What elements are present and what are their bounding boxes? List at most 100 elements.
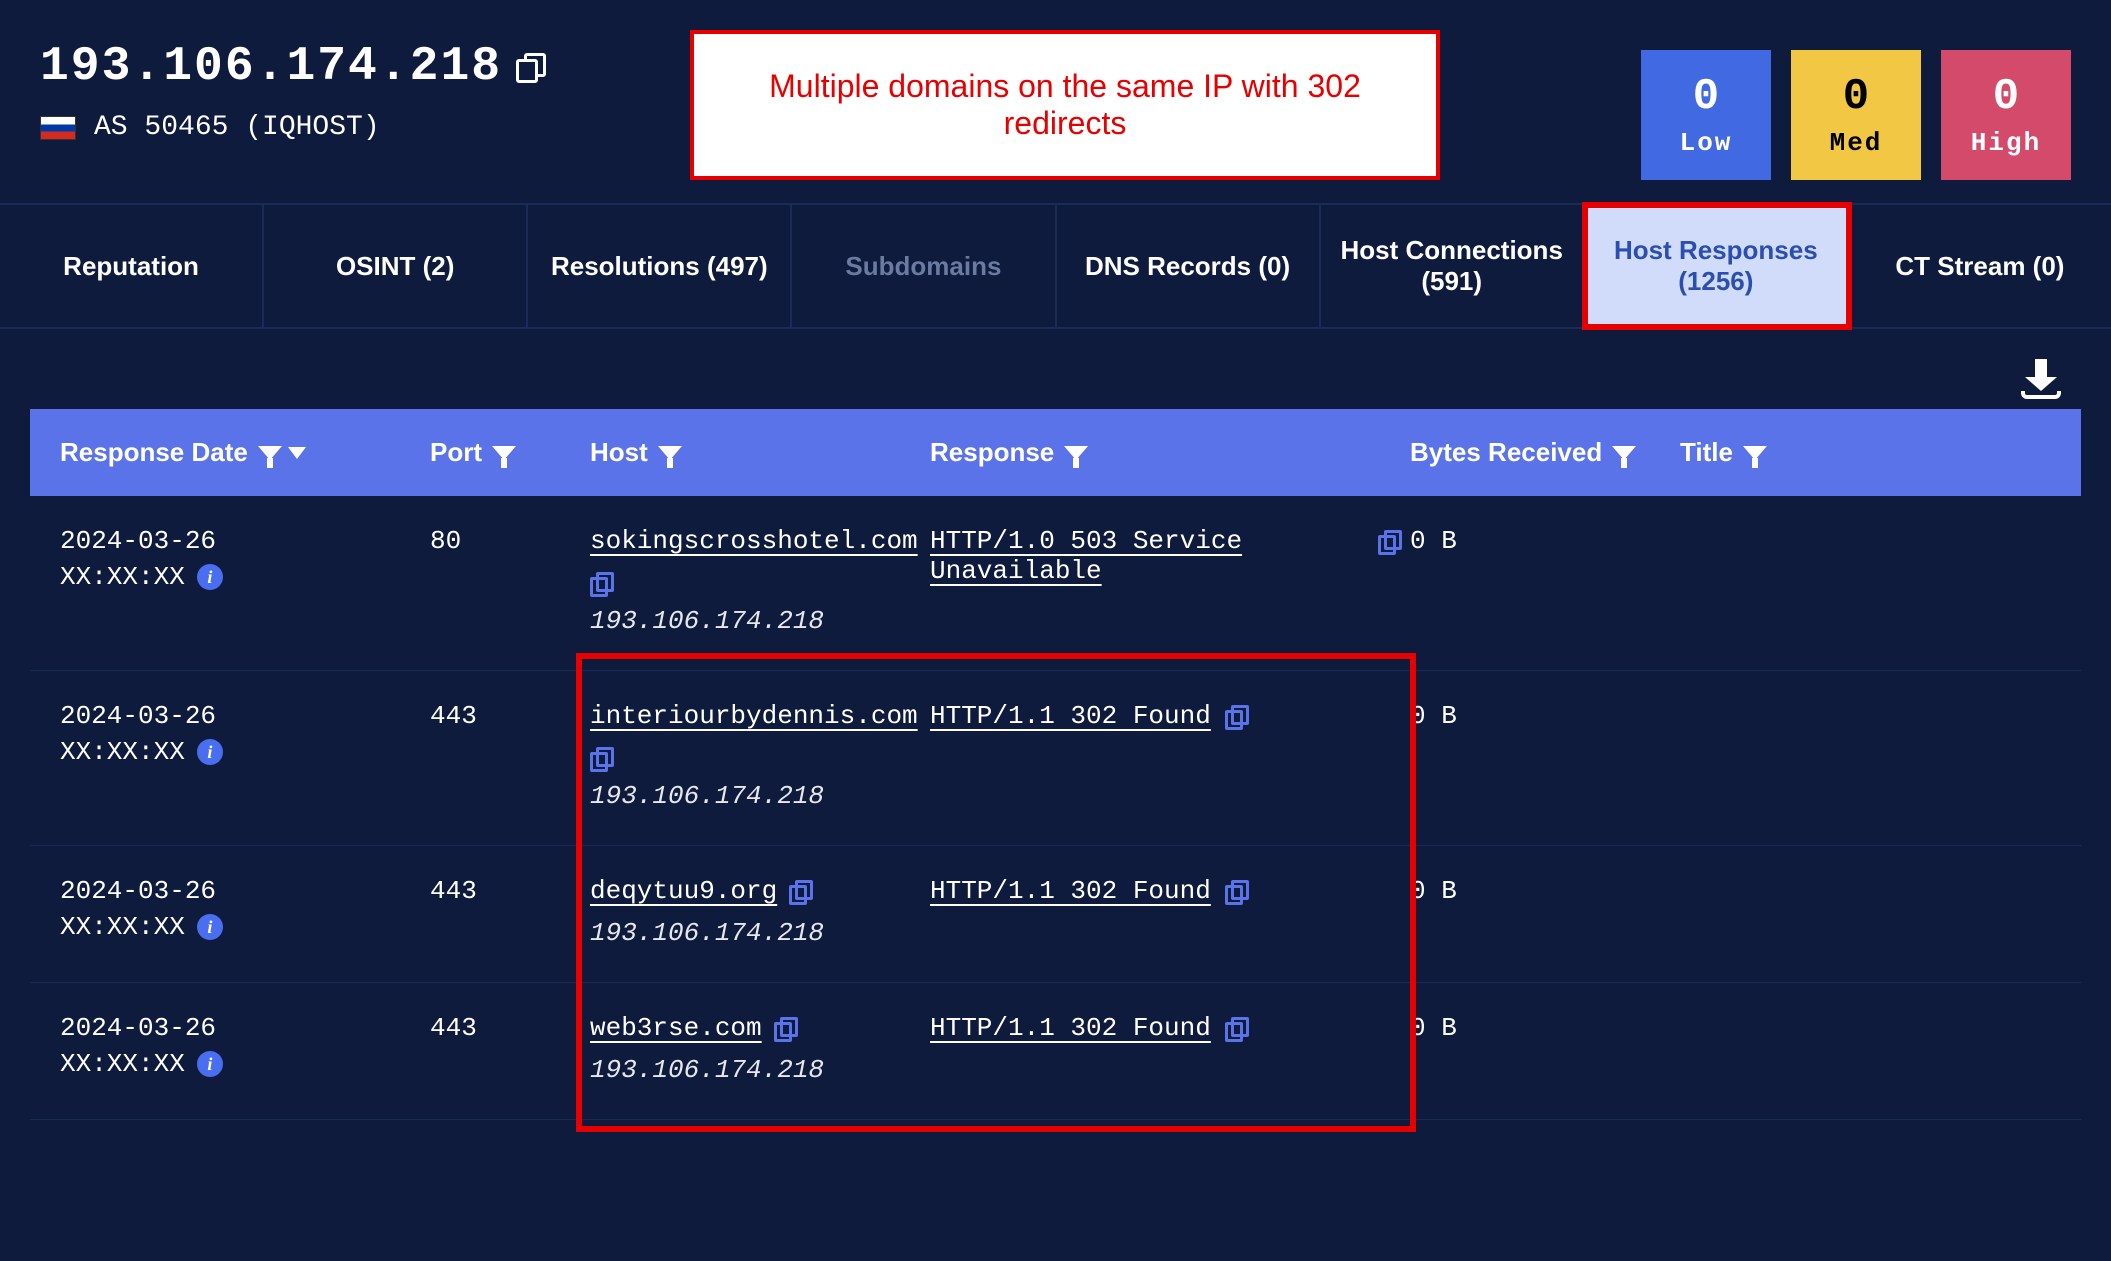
cell-title [1680,1013,1880,1085]
badge-high[interactable]: 0 High [1941,50,2071,180]
filter-icon[interactable] [658,446,682,460]
sort-icon[interactable] [288,447,306,459]
tab-resolutions-497[interactable]: Resolutions (497) [528,205,792,327]
cell-response: HTTP/1.1 302 Found [930,876,1410,948]
th-port-label: Port [430,437,482,468]
cell-title [1680,701,1880,811]
cell-bytes: 0 B [1410,1013,1680,1085]
th-response-date[interactable]: Response Date [60,437,430,468]
cell-date: 2024-03-26 XX:XX:XX i [60,1013,430,1085]
host-link[interactable]: interiourbydennis.com [590,701,918,731]
th-port[interactable]: Port [430,437,590,468]
copy-response-icon[interactable] [1225,705,1247,727]
badge-high-label: High [1971,128,2041,158]
info-icon[interactable]: i [197,914,223,940]
cell-port: 443 [430,701,590,811]
table-body: 2024-03-26 XX:XX:XX i 80 sokingscrosshot… [30,496,2081,1120]
copy-host-icon[interactable] [774,1017,796,1039]
host-ip: 193.106.174.218 [590,1055,920,1085]
copy-ip-icon[interactable] [516,53,544,81]
host-ip: 193.106.174.218 [590,918,920,948]
host-link[interactable]: sokingscrosshotel.com [590,526,918,556]
cell-bytes: 0 B [1410,876,1680,948]
cell-host: sokingscrosshotel.com 193.106.174.218 [590,526,930,636]
copy-host-icon[interactable] [590,572,612,594]
severity-badges: 0 Low 0 Med 0 High [1641,50,2071,180]
info-icon[interactable]: i [197,1051,223,1077]
th-response-label: Response [930,437,1054,468]
download-icon[interactable] [2021,359,2061,399]
cell-bytes: 0 B [1410,526,1680,636]
table-row: 2024-03-26 XX:XX:XX i 443 deqytuu9.org 1… [30,846,2081,983]
badge-med[interactable]: 0 Med [1791,50,1921,180]
header-left: 193.106.174.218 AS 50465 (IQHOST) [40,40,544,143]
cell-port: 80 [430,526,590,636]
tab-dns-records-0[interactable]: DNS Records (0) [1057,205,1321,327]
badge-low[interactable]: 0 Low [1641,50,1771,180]
date-value: 2024-03-26 [60,876,420,906]
tab-reputation[interactable]: Reputation [0,205,264,327]
copy-host-icon[interactable] [789,880,811,902]
time-value: XX:XX:XX [60,912,185,942]
time-value: XX:XX:XX [60,562,185,592]
as-label: AS 50465 (IQHOST) [94,112,380,143]
th-host-label: Host [590,437,648,468]
ip-title: 193.106.174.218 [40,40,544,94]
th-bytes[interactable]: Bytes Received [1410,437,1680,468]
badge-high-count: 0 [1993,72,2019,122]
tab-host-connections-591[interactable]: Host Connections (591) [1321,205,1585,327]
copy-host-icon[interactable] [590,747,612,769]
filter-icon[interactable] [258,446,282,460]
response-link[interactable]: HTTP/1.0 503 Service Unavailable [930,526,1364,586]
table-row: 2024-03-26 XX:XX:XX i 80 sokingscrosshot… [30,496,2081,671]
host-ip: 193.106.174.218 [590,606,920,636]
copy-response-icon[interactable] [1225,1017,1247,1039]
cell-title [1680,876,1880,948]
cell-port: 443 [430,876,590,948]
download-row [0,329,2111,409]
response-link[interactable]: HTTP/1.1 302 Found [930,701,1211,731]
info-icon[interactable]: i [197,564,223,590]
tab-host-responses-1256[interactable]: Host Responses (1256) [1585,205,1849,327]
date-value: 2024-03-26 [60,526,420,556]
country-flag-icon [40,116,76,140]
tab-osint-2[interactable]: OSINT (2) [264,205,528,327]
host-link[interactable]: web3rse.com [590,1013,762,1043]
as-line: AS 50465 (IQHOST) [40,112,544,143]
th-title-label: Title [1680,437,1733,468]
callout-text: Multiple domains on the same IP with 302… [734,68,1396,142]
copy-response-icon[interactable] [1225,880,1247,902]
time-value: XX:XX:XX [60,1049,185,1079]
tab-bar: ReputationOSINT (2)Resolutions (497)Subd… [0,203,2111,329]
th-host[interactable]: Host [590,437,930,468]
copy-response-icon[interactable] [1378,530,1400,552]
response-link[interactable]: HTTP/1.1 302 Found [930,1013,1211,1043]
filter-icon[interactable] [492,446,516,460]
tab-ct-stream-0[interactable]: CT Stream (0) [1849,205,2111,327]
cell-date: 2024-03-26 XX:XX:XX i [60,526,430,636]
host-link[interactable]: deqytuu9.org [590,876,777,906]
th-bytes-label: Bytes Received [1410,437,1602,468]
filter-icon[interactable] [1612,446,1636,460]
annotation-callout: Multiple domains on the same IP with 302… [690,30,1440,180]
filter-icon[interactable] [1743,446,1767,460]
th-title[interactable]: Title [1680,437,1880,468]
cell-date: 2024-03-26 XX:XX:XX i [60,701,430,811]
response-link[interactable]: HTTP/1.1 302 Found [930,876,1211,906]
th-response[interactable]: Response [930,437,1410,468]
cell-host: interiourbydennis.com 193.106.174.218 [590,701,930,811]
th-date-label: Response Date [60,437,248,468]
tab-subdomains: Subdomains [792,205,1056,327]
cell-title [1680,526,1880,636]
filter-icon[interactable] [1064,446,1088,460]
date-value: 2024-03-26 [60,701,420,731]
cell-response: HTTP/1.1 302 Found [930,701,1410,811]
table-header: Response Date Port Host Response Bytes R… [30,409,2081,496]
date-value: 2024-03-26 [60,1013,420,1043]
badge-med-label: Med [1830,128,1883,158]
cell-date: 2024-03-26 XX:XX:XX i [60,876,430,948]
info-icon[interactable]: i [197,739,223,765]
cell-bytes: 0 B [1410,701,1680,811]
table-row: 2024-03-26 XX:XX:XX i 443 interiourbyden… [30,671,2081,846]
cell-host: deqytuu9.org 193.106.174.218 [590,876,930,948]
